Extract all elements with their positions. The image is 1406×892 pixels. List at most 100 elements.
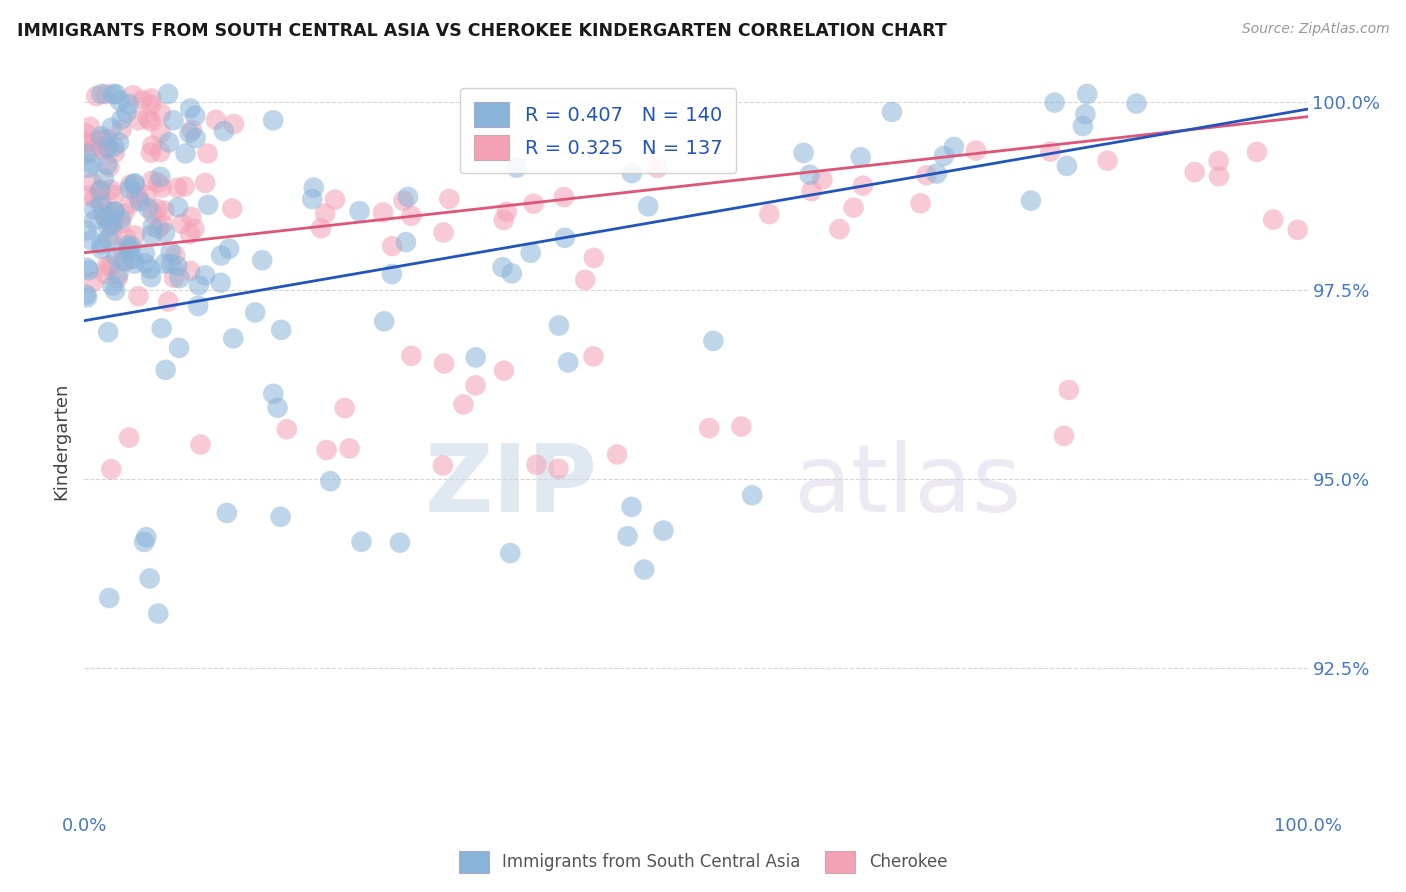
Point — [221, 202, 243, 216]
Point — [373, 314, 395, 328]
Point — [574, 273, 596, 287]
Point — [519, 245, 541, 260]
Point — [616, 529, 638, 543]
Point — [526, 458, 548, 472]
Point — [179, 227, 201, 241]
Point — [139, 145, 162, 160]
Point — [83, 191, 105, 205]
Point — [309, 221, 332, 235]
Point — [104, 284, 127, 298]
Point — [104, 204, 127, 219]
Point — [111, 243, 134, 257]
Point — [149, 169, 172, 184]
Point — [96, 158, 118, 172]
Point — [112, 207, 135, 221]
Point — [495, 204, 517, 219]
Point — [101, 278, 124, 293]
Point — [141, 92, 163, 106]
Point — [1039, 145, 1062, 159]
Point — [141, 174, 163, 188]
Point — [319, 475, 342, 489]
Point — [97, 141, 120, 155]
Point — [150, 321, 173, 335]
Point — [77, 263, 100, 277]
Point — [197, 198, 219, 212]
Point — [76, 260, 98, 275]
Point — [134, 256, 156, 270]
Point — [134, 535, 156, 549]
Point — [1125, 96, 1147, 111]
Point — [396, 190, 419, 204]
Point — [118, 97, 141, 112]
Point — [118, 431, 141, 445]
Point — [301, 192, 323, 206]
Point — [149, 126, 172, 140]
Point — [401, 209, 423, 223]
Point — [925, 167, 948, 181]
Point — [464, 351, 486, 365]
Point — [90, 87, 112, 101]
Point — [190, 437, 212, 451]
Point — [828, 222, 851, 236]
Point — [647, 161, 669, 175]
Point — [187, 299, 209, 313]
Point — [1019, 194, 1042, 208]
Point — [142, 207, 165, 221]
Point — [183, 221, 205, 235]
Point — [1208, 169, 1230, 184]
Point — [163, 270, 186, 285]
Point — [134, 246, 156, 260]
Point — [262, 113, 284, 128]
Point — [501, 267, 523, 281]
Point — [101, 87, 124, 101]
Point — [89, 182, 111, 196]
Point — [350, 534, 373, 549]
Point — [101, 218, 124, 232]
Point — [118, 242, 141, 256]
Point — [120, 197, 142, 211]
Point — [339, 442, 361, 456]
Point — [492, 213, 515, 227]
Point — [388, 535, 411, 549]
Point — [793, 145, 815, 160]
Point — [159, 244, 181, 259]
Point — [637, 199, 659, 213]
Point — [548, 318, 571, 333]
Point — [620, 500, 643, 514]
Point — [90, 193, 112, 207]
Point — [222, 331, 245, 345]
Point — [381, 267, 404, 281]
Point — [97, 232, 120, 246]
Point — [215, 506, 238, 520]
Point — [108, 136, 131, 150]
Point — [155, 363, 177, 377]
Point — [910, 196, 932, 211]
Point — [97, 219, 120, 234]
Y-axis label: Kindergarten: Kindergarten — [52, 383, 70, 500]
Point — [173, 179, 195, 194]
Point — [139, 270, 162, 285]
Point — [100, 227, 122, 242]
Point — [94, 267, 117, 281]
Point — [194, 268, 217, 283]
Point — [1053, 429, 1076, 443]
Point — [557, 355, 579, 369]
Point — [76, 146, 98, 161]
Point — [323, 193, 346, 207]
Point — [174, 146, 197, 161]
Point — [93, 171, 115, 186]
Point — [180, 210, 202, 224]
Point — [141, 227, 163, 242]
Point — [702, 334, 724, 348]
Point — [89, 139, 111, 153]
Point — [1097, 153, 1119, 168]
Point — [880, 104, 903, 119]
Point — [1074, 107, 1097, 121]
Point — [730, 419, 752, 434]
Point — [464, 378, 486, 392]
Point — [179, 102, 201, 116]
Point — [965, 144, 987, 158]
Point — [522, 196, 544, 211]
Point — [302, 180, 325, 194]
Point — [1263, 212, 1285, 227]
